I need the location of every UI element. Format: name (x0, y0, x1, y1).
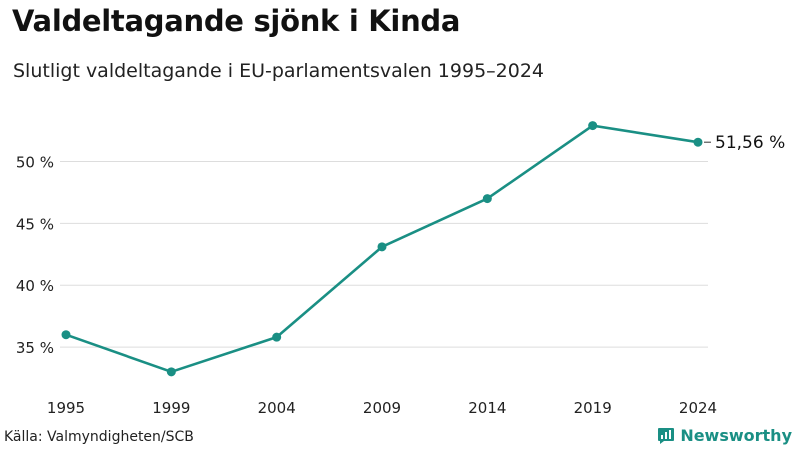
y-tick-label-40: 40 % (16, 277, 54, 295)
chart-subtitle: Slutligt valdeltagande i EU-parlamentsva… (13, 60, 545, 82)
data-point-2009 (377, 242, 387, 252)
x-tick-label-2019: 2019 (574, 399, 612, 417)
data-points (61, 121, 703, 377)
data-point-2024 (693, 137, 703, 147)
x-tick-label-1999: 1999 (152, 399, 190, 417)
y-tick-label-35: 35 % (16, 339, 54, 357)
x-axis-ticks: 1995 1999 2004 2009 2014 2019 2024 (47, 399, 717, 417)
data-point-1995 (61, 330, 71, 340)
source-note: Källa: Valmyndigheten/SCB (4, 429, 194, 445)
x-tick-label-2009: 2009 (363, 399, 401, 417)
y-tick-label-45: 45 % (16, 215, 54, 233)
newsworthy-logo-icon (658, 427, 675, 444)
chart-title: Valdeltagande sjönk i Kinda (12, 4, 461, 38)
data-point-1999 (166, 367, 176, 377)
x-tick-label-2014: 2014 (468, 399, 506, 417)
data-point-2019 (588, 121, 598, 131)
x-tick-label-1995: 1995 (47, 399, 85, 417)
y-tick-label-50: 50 % (16, 153, 54, 171)
y-axis-ticks: 35 % 40 % 45 % 50 % (16, 153, 54, 357)
brand-logo: Newsworthy (657, 426, 792, 445)
brand-name: Newsworthy (680, 426, 792, 445)
data-labels: 51,56 % (704, 133, 785, 153)
grid-layer (60, 160, 708, 348)
data-point-2004 (272, 332, 282, 342)
data-point-2014 (482, 194, 492, 204)
end-value-label: 51,56 % (715, 133, 785, 153)
x-tick-label-2024: 2024 (679, 399, 717, 417)
x-tick-label-2004: 2004 (258, 399, 296, 417)
